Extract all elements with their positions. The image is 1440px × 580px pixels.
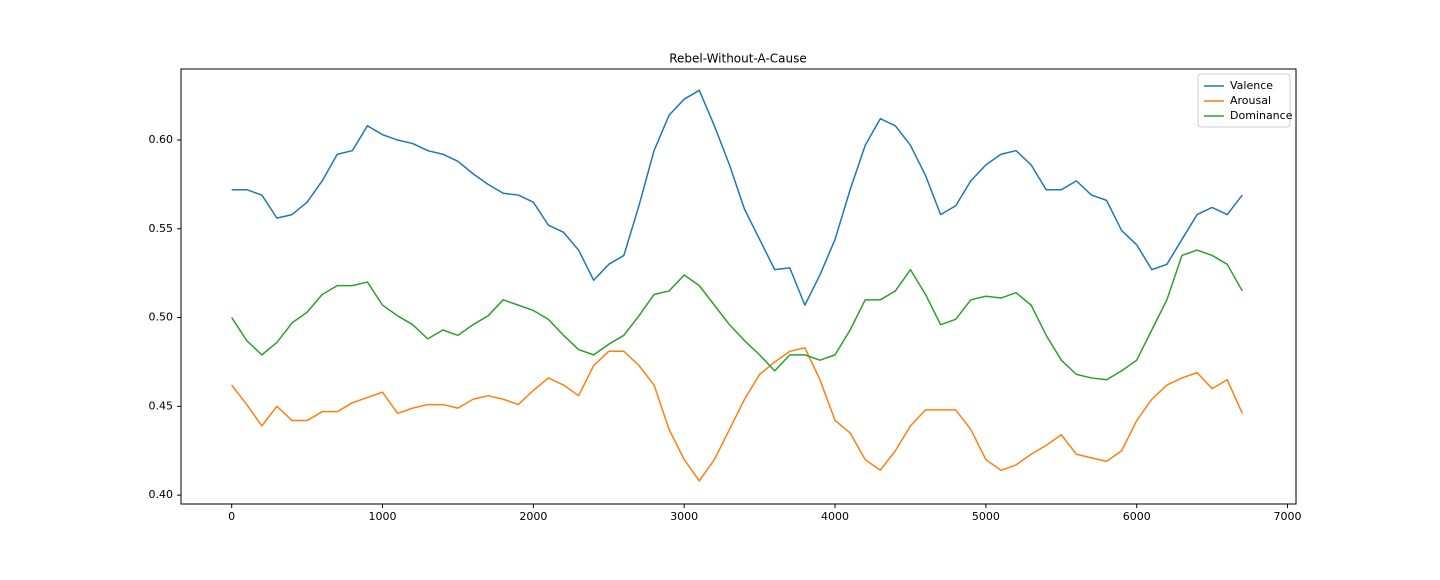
y-tick-label: 0.55 <box>149 222 174 235</box>
x-tick-label: 7000 <box>1274 510 1302 523</box>
y-tick-label: 0.60 <box>149 133 174 146</box>
x-tick-label: 3000 <box>670 510 698 523</box>
x-tick-label: 0 <box>228 510 235 523</box>
series-line <box>231 347 1243 482</box>
plot-frame <box>180 68 1297 505</box>
x-tick-label: 4000 <box>821 510 849 523</box>
legend-label: Dominance <box>1230 109 1293 122</box>
y-tick-label: 0.50 <box>149 311 174 324</box>
chart-title: Rebel-Without-A-Cause <box>669 52 807 66</box>
x-tick-label: 2000 <box>519 510 547 523</box>
x-tick-label: 6000 <box>1123 510 1151 523</box>
y-tick-label: 0.40 <box>149 488 174 501</box>
legend: Valence Arousal Dominance <box>1197 73 1293 128</box>
x-tick-label: 1000 <box>369 510 397 523</box>
series-line <box>231 249 1243 381</box>
x-tick-label: 5000 <box>972 510 1000 523</box>
legend-label: Arousal <box>1230 94 1271 107</box>
series-line <box>231 89 1243 306</box>
legend-label: Valence <box>1230 79 1273 92</box>
legend-box <box>1197 73 1291 128</box>
y-tick-label: 0.45 <box>149 399 174 412</box>
